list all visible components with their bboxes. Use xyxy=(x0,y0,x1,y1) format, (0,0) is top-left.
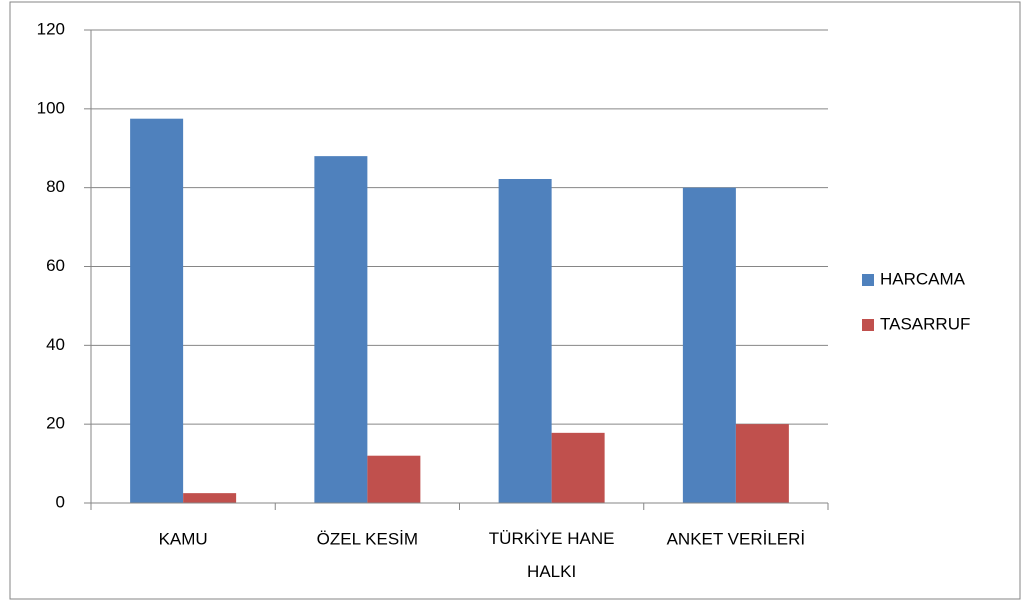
bar xyxy=(735,424,789,503)
y-tick-label: 0 xyxy=(56,492,65,511)
bar xyxy=(682,187,736,503)
x-tick-label-line: HALKI xyxy=(527,562,576,581)
legend-label: TASARRUF xyxy=(880,314,970,333)
legend-swatch xyxy=(862,274,874,286)
bar xyxy=(183,493,237,503)
x-tick-label: KAMU xyxy=(159,529,208,548)
y-tick-label: 100 xyxy=(37,98,65,117)
bar xyxy=(130,118,184,503)
x-tick-label: TÜRKİYE HANE HALKI xyxy=(489,529,615,581)
bar xyxy=(367,455,421,503)
legend-label: HARCAMA xyxy=(880,269,966,288)
x-tick-label: ÖZEL KESİM xyxy=(317,529,418,548)
y-tick-label: 60 xyxy=(46,256,65,275)
y-tick-label: 20 xyxy=(46,414,65,433)
y-tick-label: 120 xyxy=(37,19,65,38)
bar xyxy=(314,156,368,503)
x-tick-label-line: TÜRKİYE HANE xyxy=(489,529,615,548)
y-tick-label: 40 xyxy=(46,335,65,354)
x-tick-label: ANKET VERİLERİ xyxy=(667,529,806,548)
bar xyxy=(498,178,552,503)
bar xyxy=(551,432,605,503)
legend-swatch xyxy=(862,319,874,331)
y-tick-label: 80 xyxy=(46,177,65,196)
